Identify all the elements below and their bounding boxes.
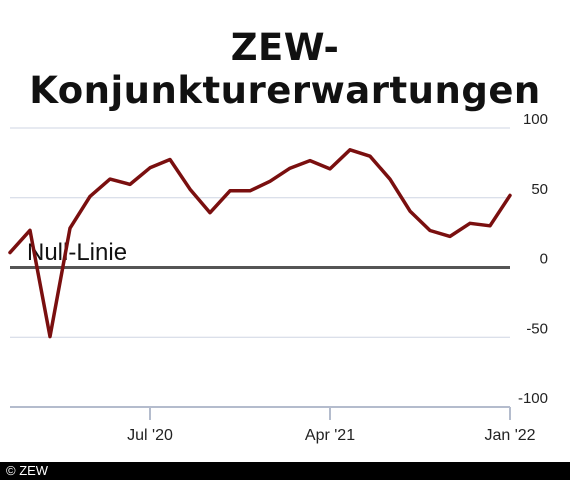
null-line-label: Null-Linie: [27, 239, 127, 266]
y-tick-label: 50: [531, 181, 548, 198]
series-line: [8, 148, 512, 339]
chart-title: ZEW-Konjunkturerwartungen: [29, 26, 541, 112]
y-axis: 100 50 0 -50 -100: [518, 111, 548, 407]
x-tick-label: Jul '20: [127, 427, 173, 444]
y-tick-label: 100: [523, 111, 548, 128]
x-tick-label: Jan '22: [484, 427, 535, 444]
y-tick-label: 0: [540, 251, 548, 268]
y-tick-label: -50: [526, 320, 548, 337]
copyright-text: © ZEW: [6, 463, 49, 478]
x-axis: Jul '20 Apr '21 Jan '22: [127, 407, 536, 444]
copyright-footer: © ZEW: [0, 462, 570, 480]
line-chart: Jul '20 Apr '21 Jan '22 100 50 0 -50 -100 Null…: [8, 111, 548, 444]
y-tick-label: -100: [518, 390, 548, 407]
grid-layer: [10, 127, 510, 338]
x-tick-label: Apr '21: [305, 427, 355, 444]
